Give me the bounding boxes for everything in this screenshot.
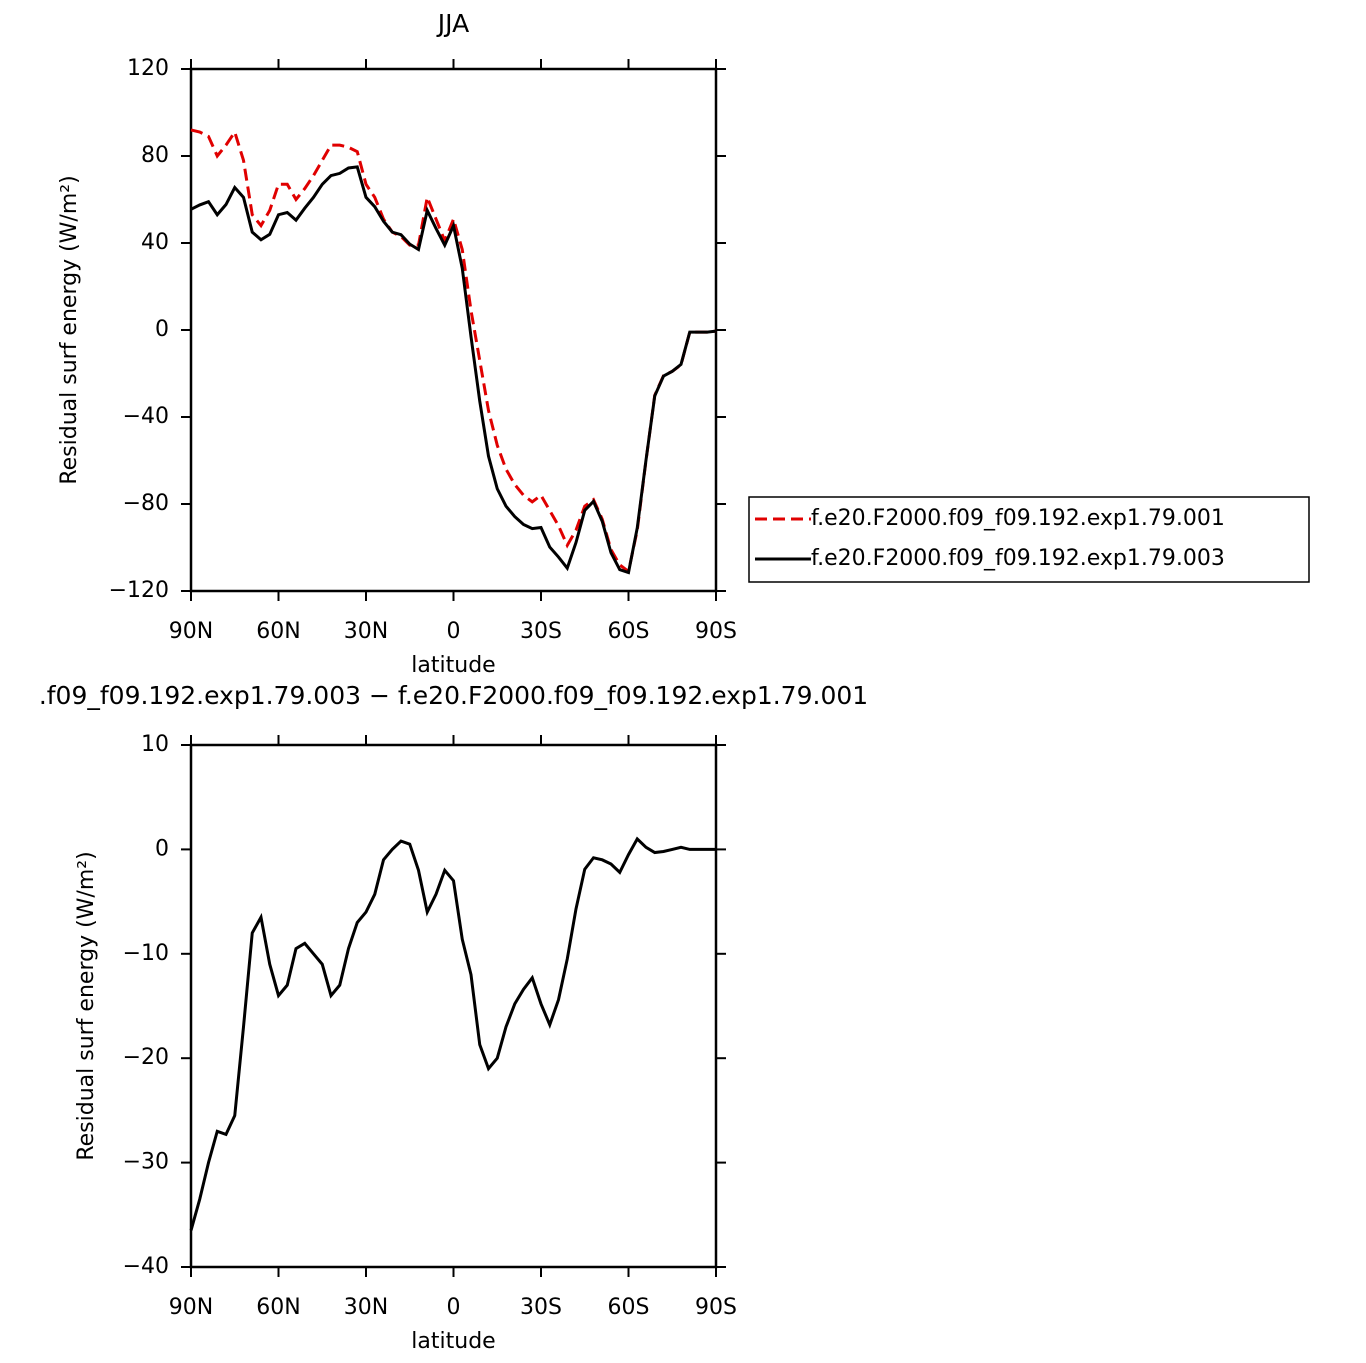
x-tick-label: 30S [520, 1295, 562, 1320]
plot-frame [189, 67, 718, 593]
y-tick-label: −80 [123, 491, 169, 516]
x-tick-label: 60S [608, 619, 650, 644]
y-tick-label: 0 [155, 836, 169, 861]
chart-title: JJA [436, 9, 469, 38]
chart-title: .f09_f09.192.exp1.79.003 − f.e20.F2000.f… [39, 681, 868, 710]
plot-frame [189, 743, 718, 1269]
y-tick-label: 120 [127, 56, 169, 81]
y-tick-label: −10 [123, 941, 169, 966]
y-tick-label: 40 [141, 230, 169, 255]
x-tick-label: 0 [447, 619, 461, 644]
line-series [190, 165, 717, 575]
x-tick-label: 0 [447, 1295, 461, 1320]
legend-label: f.e20.F2000.f09_f09.192.exp1.79.003 [811, 546, 1225, 571]
x-tick-label: 30S [520, 619, 562, 644]
y-tick-label: 80 [141, 143, 169, 168]
y-axis-label: Residual surf energy (W/m²) [74, 851, 99, 1160]
legend-box [748, 496, 1310, 583]
x-tick-label: 30N [344, 619, 388, 644]
y-axis-label: Residual surf energy (W/m²) [57, 175, 82, 484]
y-tick-label: −30 [123, 1150, 169, 1175]
y-tick-label: −120 [109, 578, 169, 603]
line-series [189, 836, 716, 1231]
x-tick-label: 30N [344, 1295, 388, 1320]
x-tick-label: 60N [256, 619, 300, 644]
y-tick-label: −40 [123, 1254, 169, 1279]
y-tick-label: 0 [155, 317, 169, 342]
x-tick-label: 60N [256, 1295, 300, 1320]
x-axis-label: latitude [411, 653, 495, 678]
x-tick-label: 90N [169, 1295, 213, 1320]
y-tick-label: 10 [141, 732, 169, 757]
y-tick-label: −40 [123, 404, 169, 429]
x-tick-label: 90S [695, 619, 737, 644]
x-tick-label: 90N [169, 619, 213, 644]
x-tick-label: 60S [608, 1295, 650, 1320]
line-series [190, 128, 717, 575]
y-tick-label: −20 [123, 1045, 169, 1070]
legend-label: f.e20.F2000.f09_f09.192.exp1.79.001 [811, 506, 1225, 531]
x-axis-label: latitude [411, 1329, 495, 1354]
x-tick-label: 90S [695, 1295, 737, 1320]
